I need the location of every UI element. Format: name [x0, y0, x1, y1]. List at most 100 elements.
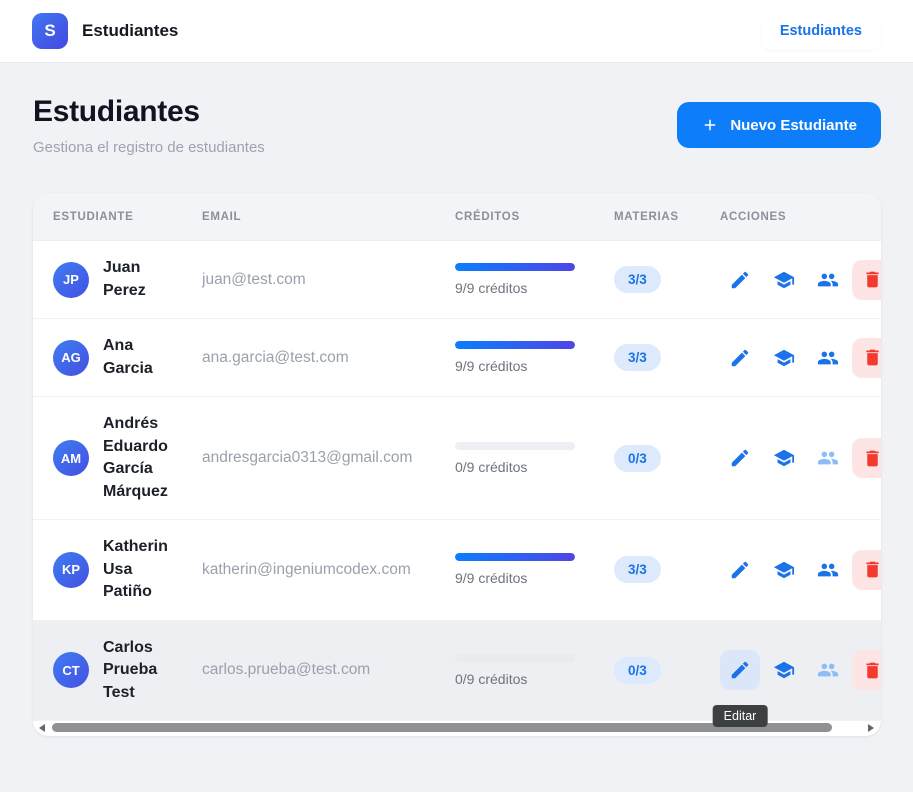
delete-button[interactable]	[852, 650, 881, 691]
page-title: Estudiantes	[33, 95, 200, 128]
subjects-button[interactable]	[764, 550, 804, 590]
new-student-button[interactable]: Nuevo Estudiante	[677, 102, 881, 148]
materias-badge: 3/3	[614, 344, 661, 371]
app-logo-letter: S	[44, 21, 56, 40]
avatar: CT	[53, 652, 89, 689]
groups-button[interactable]	[808, 550, 848, 590]
col-header-estudiante: Estudiante	[53, 210, 134, 223]
people-icon	[817, 563, 839, 577]
trash-icon	[865, 450, 879, 466]
materias-cell: 3/3	[614, 344, 720, 371]
graduation-cap-icon	[773, 349, 795, 366]
credits-label: 9/9 créditos	[455, 358, 528, 374]
subjects-button[interactable]	[764, 438, 804, 478]
avatar-initials: CT	[62, 662, 80, 678]
credits-label: 9/9 créditos	[455, 280, 528, 296]
credits-progressbar	[455, 441, 575, 450]
scrollbar-thumb[interactable]	[52, 722, 832, 732]
edit-tooltip: Editar	[712, 705, 768, 728]
credits-label: 0/9 créditos	[455, 458, 528, 475]
student-email: andresgarcia0313@gmail.com	[202, 449, 413, 466]
groups-button-disabled[interactable]	[808, 438, 848, 478]
materias-cell: 0/3	[614, 444, 720, 472]
edit-button[interactable]	[720, 260, 760, 300]
credits-progressbar	[455, 263, 575, 271]
materias-badge: 3/3	[614, 266, 661, 293]
credits-progressbar	[455, 341, 575, 349]
delete-button[interactable]	[852, 438, 881, 478]
subjects-button[interactable]	[764, 338, 804, 378]
table-header-row: Estudiante Email Créditos Materias Accio…	[33, 193, 881, 241]
credits-progress-fill	[455, 553, 575, 562]
materias-cell: 3/3	[614, 266, 720, 293]
topbar-brand: S Estudiantes	[32, 13, 178, 49]
page-header-text: Estudiantes Gestiona el registro de estu…	[33, 95, 265, 156]
avatar: KP	[53, 551, 89, 588]
scroll-left-arrow-icon[interactable]	[39, 724, 45, 732]
pencil-icon	[731, 561, 749, 578]
credits-cell: 9/9 créditos	[455, 553, 614, 586]
col-header-materias: Materias	[614, 210, 679, 223]
materias-badge: 0/3	[614, 656, 661, 684]
edit-button-hovered[interactable]: Editar	[712, 650, 768, 728]
pencil-icon	[731, 661, 749, 679]
table-row: AG Ana Garcia ana.garcia@test.com 9/9 cr…	[33, 319, 881, 397]
student-cell: AG Ana Garcia	[33, 319, 202, 396]
student-cell: AM Andrés Eduardo García Márquez	[33, 397, 202, 519]
graduation-cap-icon	[773, 561, 795, 578]
student-name: Andrés Eduardo García Márquez	[103, 415, 168, 500]
actions-cell	[720, 259, 881, 300]
horizontal-scrollbar[interactable]	[33, 721, 881, 736]
credits-cell: 0/9 créditos	[455, 653, 614, 687]
student-name: Ana Garcia	[103, 337, 153, 377]
app-title: Estudiantes	[82, 21, 179, 40]
page-subtitle: Gestiona el registro de estudiantes	[33, 139, 265, 156]
actions-cell	[720, 549, 881, 590]
credits-progress-fill	[455, 341, 575, 349]
student-cell: JP Juan Perez	[33, 241, 202, 318]
nav-estudiantes-button[interactable]: Estudiantes	[760, 12, 881, 50]
trash-icon	[865, 349, 879, 366]
students-table-card: Estudiante Email Créditos Materias Accio…	[33, 193, 881, 736]
table-row: CT Carlos Prueba Test carlos.prueba@test…	[33, 620, 881, 728]
edit-button[interactable]	[720, 550, 760, 590]
credits-cell: 9/9 créditos	[455, 263, 614, 296]
col-header-acciones: Acciones	[720, 210, 787, 223]
avatar: AG	[53, 339, 89, 376]
credits-progress-fill	[455, 263, 575, 271]
avatar-initials: AG	[61, 350, 81, 365]
main-content: Estudiantes Gestiona el registro de estu…	[0, 63, 913, 736]
materias-cell: 0/3	[614, 656, 720, 684]
subjects-button[interactable]	[764, 650, 804, 690]
graduation-cap-icon	[773, 271, 795, 288]
credits-label: 0/9 créditos	[455, 670, 528, 687]
groups-button[interactable]	[808, 260, 848, 300]
student-name: Katherin Usa Patiño	[103, 538, 168, 600]
trash-icon	[865, 662, 879, 679]
trash-icon	[865, 561, 879, 578]
groups-button-disabled[interactable]	[808, 650, 848, 690]
scroll-right-arrow-icon[interactable]	[868, 724, 874, 732]
edit-button[interactable]	[720, 338, 760, 378]
materias-badge: 3/3	[614, 556, 661, 584]
col-header-creditos: Créditos	[455, 210, 520, 223]
credits-progressbar	[455, 653, 575, 662]
groups-button[interactable]	[808, 338, 848, 378]
table-row: AM Andrés Eduardo García Márquez andresg…	[33, 397, 881, 520]
new-student-button-label: Nuevo Estudiante	[730, 116, 857, 134]
plus-icon	[705, 119, 716, 131]
delete-button[interactable]	[852, 259, 881, 300]
topbar: S Estudiantes Estudiantes	[0, 0, 913, 63]
pencil-icon	[731, 271, 749, 288]
actions-cell	[720, 337, 881, 378]
pencil-icon	[731, 449, 749, 467]
col-header-email: Email	[202, 210, 242, 223]
credits-label: 9/9 créditos	[455, 570, 528, 587]
edit-button[interactable]	[720, 438, 760, 478]
delete-button[interactable]	[852, 337, 881, 378]
student-email: carlos.prueba@test.com	[202, 661, 371, 679]
people-icon	[817, 273, 839, 286]
subjects-button[interactable]	[764, 260, 804, 300]
delete-button[interactable]	[852, 549, 881, 590]
student-name: Juan Perez	[103, 259, 146, 299]
